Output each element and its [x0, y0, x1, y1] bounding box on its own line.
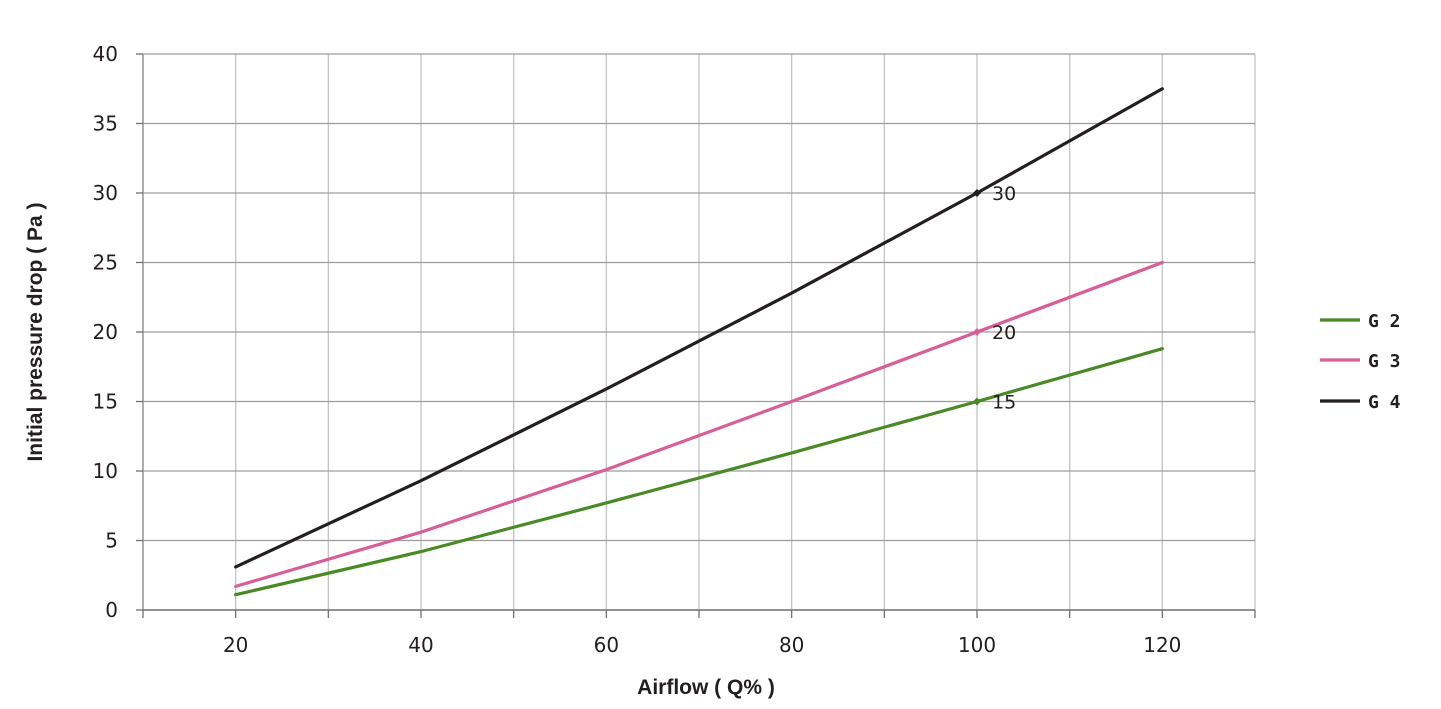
data-point-marker-g2 [973, 397, 981, 406]
data-label-g2: 15 [992, 392, 1016, 414]
data-labels: 30 20 15 [973, 183, 1016, 414]
series-line-g2 [234, 347, 1164, 597]
legend: G 2 G 3 G 4 [1320, 311, 1401, 413]
y-tick-label: 40 [93, 42, 118, 66]
series-line-g4 [234, 87, 1164, 569]
y-tick-label: 10 [93, 459, 118, 483]
y-tick-label: 15 [93, 390, 118, 414]
data-label-g4: 30 [992, 183, 1016, 205]
data-point-marker-g3 [973, 328, 981, 336]
y-tick-label: 25 [93, 251, 118, 275]
x-tick-label: 120 [1143, 633, 1181, 657]
series-lines [234, 87, 1164, 597]
axes [136, 53, 1256, 618]
y-tick-label: 5 [105, 529, 118, 553]
y-tick-label: 30 [93, 181, 118, 205]
tick-labels: 0 5 10 15 20 25 30 35 40 20 40 60 80 100 120 [93, 42, 1182, 657]
x-tick-label: 60 [594, 633, 619, 657]
data-point-marker-g4 [973, 189, 981, 197]
y-tick-label: 20 [93, 320, 118, 344]
y-tick-label: 0 [105, 598, 118, 622]
x-tick-label: 100 [958, 633, 996, 657]
x-tick-label: 20 [223, 633, 248, 657]
data-label-g3: 20 [992, 322, 1016, 344]
y-axis-title: Initial pressure drop ( Pa ) [24, 202, 47, 461]
legend-label-g2: G 2 [1368, 311, 1401, 332]
grid-lines [143, 53, 1256, 610]
legend-label-g4: G 4 [1368, 392, 1401, 413]
y-tick-label: 35 [93, 112, 118, 136]
x-tick-label: 40 [408, 633, 433, 657]
legend-label-g3: G 3 [1368, 351, 1401, 372]
series-line-g3 [234, 260, 1164, 588]
x-tick-label: 80 [779, 633, 804, 657]
x-axis-title: Airflow ( Q% ) [637, 676, 775, 699]
